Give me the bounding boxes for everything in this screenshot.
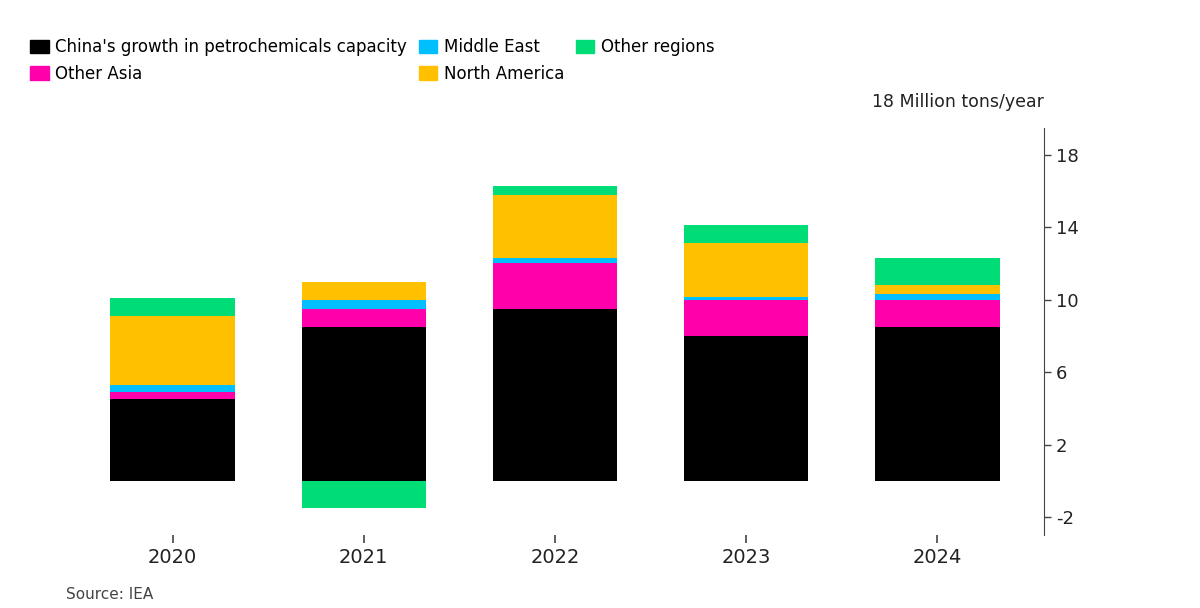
- Bar: [684, 224, 809, 243]
- Bar: [875, 327, 1000, 481]
- Bar: [110, 385, 235, 392]
- Bar: [493, 195, 617, 258]
- Bar: [301, 327, 426, 481]
- Bar: [301, 282, 426, 300]
- Bar: [110, 298, 235, 316]
- Bar: [684, 243, 809, 297]
- Bar: [875, 258, 1000, 285]
- Bar: [493, 258, 617, 263]
- Bar: [684, 297, 809, 300]
- Bar: [110, 316, 235, 385]
- Text: 18 Million tons/year: 18 Million tons/year: [872, 94, 1044, 111]
- Legend: China's growth in petrochemicals capacity, Other Asia, Middle East, North Americ: China's growth in petrochemicals capacit…: [30, 38, 714, 83]
- Bar: [493, 185, 617, 195]
- Bar: [684, 300, 809, 336]
- Text: Source: IEA: Source: IEA: [66, 587, 154, 602]
- Bar: [875, 300, 1000, 327]
- Bar: [875, 294, 1000, 300]
- Bar: [493, 309, 617, 481]
- Bar: [493, 263, 617, 309]
- Bar: [684, 336, 809, 481]
- Bar: [110, 399, 235, 481]
- Bar: [301, 481, 426, 508]
- Bar: [875, 285, 1000, 294]
- Bar: [301, 309, 426, 327]
- Bar: [301, 300, 426, 309]
- Bar: [110, 392, 235, 399]
